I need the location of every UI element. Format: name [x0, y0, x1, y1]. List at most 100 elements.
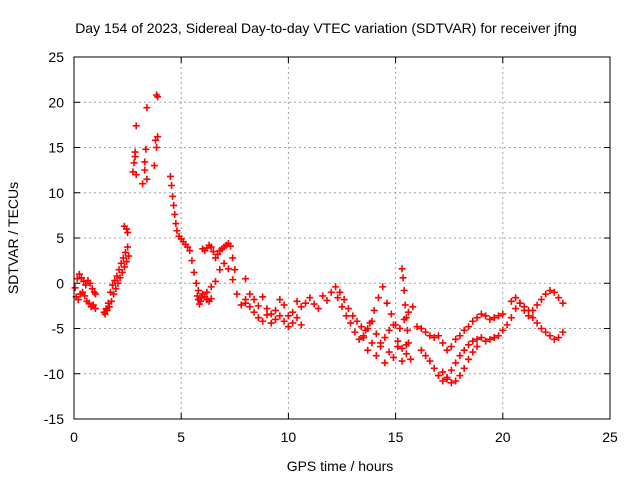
- data-point-plus: [525, 312, 533, 320]
- data-point-plus: [172, 220, 180, 228]
- data-point-plus: [482, 337, 490, 345]
- data-point-plus: [109, 281, 117, 289]
- data-point-plus: [368, 317, 376, 325]
- data-point-plus: [473, 335, 481, 343]
- data-point-plus: [409, 303, 417, 311]
- data-point-plus: [110, 290, 118, 298]
- y-axis-label: SDTVAR / TECUs: [5, 182, 21, 294]
- data-point-plus: [142, 145, 150, 153]
- data-point-plus: [447, 343, 455, 351]
- data-point-plus: [207, 283, 215, 291]
- data-point-plus: [372, 330, 380, 338]
- data-point-plus: [389, 353, 397, 361]
- data-point-plus: [154, 133, 162, 141]
- data-point-plus: [351, 328, 359, 336]
- data-point-plus: [383, 299, 391, 307]
- data-point-plus: [469, 348, 477, 356]
- data-point-plus: [439, 339, 447, 347]
- data-point-plus: [276, 312, 284, 320]
- y-tick-label: -15: [44, 411, 64, 427]
- data-point-plus: [259, 317, 267, 325]
- data-point-plus: [310, 300, 318, 308]
- data-point-plus: [516, 299, 524, 307]
- data-point-plus: [550, 288, 558, 296]
- data-point-plus: [117, 259, 125, 267]
- data-point-plus: [447, 379, 455, 387]
- data-point-plus: [207, 243, 215, 251]
- data-point-plus: [168, 182, 176, 190]
- data-point-plus: [353, 317, 361, 325]
- data-point-plus: [381, 334, 389, 342]
- data-point-plus: [396, 325, 404, 332]
- data-point-plus: [114, 279, 122, 287]
- data-point-plus: [537, 325, 545, 332]
- data-point-plus: [196, 297, 204, 305]
- y-tick-label: 15: [48, 140, 64, 156]
- data-point-plus: [302, 299, 310, 307]
- data-point-plus: [119, 254, 127, 262]
- data-point-plus: [385, 326, 393, 334]
- y-tick-label: 10: [48, 185, 64, 201]
- data-point-plus: [426, 332, 434, 340]
- data-point-plus: [81, 292, 89, 300]
- data-point-plus: [456, 332, 464, 340]
- data-point-plus: [85, 299, 93, 307]
- data-point-plus: [469, 337, 477, 345]
- chart-title: Day 154 of 2023, Sidereal Day-to-day VTE…: [75, 20, 577, 36]
- data-point-plus: [192, 279, 200, 287]
- data-point-plus: [495, 312, 503, 320]
- data-point-plus: [297, 321, 305, 329]
- data-point-plus: [132, 122, 140, 130]
- data-point-plus: [231, 266, 239, 274]
- data-point-plus: [242, 275, 250, 283]
- data-point-plus: [355, 335, 363, 343]
- data-point-plus: [194, 286, 202, 294]
- data-point-plus: [263, 305, 271, 313]
- data-point-plus: [154, 93, 162, 101]
- data-point-plus: [447, 366, 455, 374]
- data-point-plus: [368, 339, 376, 347]
- data-point-plus: [121, 248, 129, 256]
- data-point-plus: [342, 312, 350, 320]
- data-point-plus: [233, 290, 241, 298]
- data-point-plus: [486, 315, 494, 323]
- data-point-plus: [430, 334, 438, 342]
- data-point-plus: [469, 317, 477, 325]
- data-point-plus: [473, 314, 481, 322]
- data-point-plus: [78, 274, 86, 282]
- data-point-plus: [82, 281, 90, 289]
- y-tick-label: 5: [56, 230, 64, 246]
- data-point-plus: [399, 274, 407, 282]
- data-point-plus: [338, 303, 346, 311]
- data-point-plus: [212, 277, 220, 285]
- data-point-plus: [254, 314, 262, 322]
- data-point-plus: [533, 301, 541, 309]
- data-point-plus: [246, 290, 254, 298]
- data-point-plus: [334, 294, 342, 302]
- data-point-plus: [124, 243, 132, 251]
- data-point-plus: [227, 242, 235, 250]
- data-point-plus: [332, 283, 340, 291]
- data-point-plus: [229, 276, 237, 284]
- data-point-plus: [150, 162, 158, 170]
- data-point-plus: [246, 303, 254, 311]
- data-point-plus: [422, 352, 430, 360]
- data-point-plus: [141, 158, 149, 166]
- data-point-plus: [209, 248, 217, 256]
- data-point-plus: [404, 339, 412, 347]
- data-point-plus: [464, 341, 472, 349]
- data-point-plus: [250, 296, 258, 304]
- data-point-plus: [276, 296, 284, 304]
- data-point-plus: [430, 364, 438, 372]
- data-point-plus: [417, 346, 425, 354]
- data-point-plus: [379, 283, 387, 291]
- data-point-plus: [460, 364, 468, 372]
- data-point-plus: [439, 368, 447, 376]
- data-point-plus: [426, 357, 434, 365]
- data-point-plus: [385, 348, 393, 356]
- data-point-plus: [520, 306, 528, 314]
- data-point-plus: [550, 335, 558, 343]
- data-point-plus: [280, 301, 288, 309]
- data-point-plus: [403, 326, 411, 334]
